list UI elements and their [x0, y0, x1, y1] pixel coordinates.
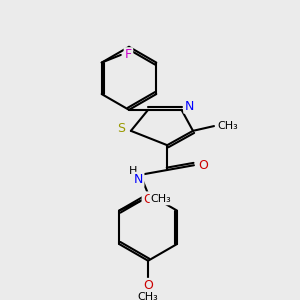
Text: CH₃: CH₃: [138, 292, 158, 300]
Text: O: O: [143, 193, 153, 206]
Text: N: N: [184, 100, 194, 112]
Text: S: S: [117, 122, 125, 135]
Text: CH₃: CH₃: [151, 194, 172, 204]
Text: F: F: [125, 48, 132, 62]
Text: CH₃: CH₃: [217, 121, 238, 131]
Text: O: O: [199, 159, 208, 172]
Text: O: O: [143, 279, 153, 292]
Text: H: H: [129, 166, 137, 176]
Text: N: N: [134, 173, 143, 186]
